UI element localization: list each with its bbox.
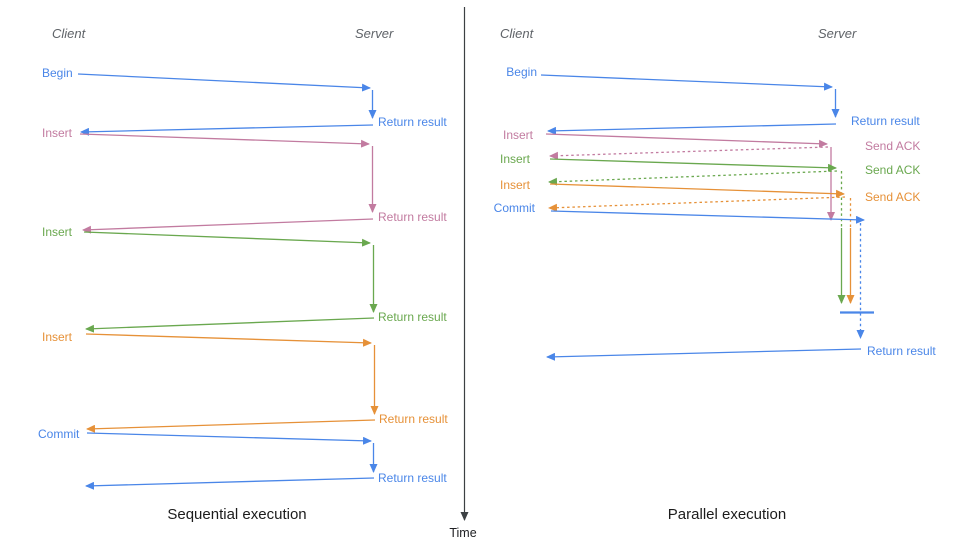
request-label-insert-3: Insert <box>42 330 73 344</box>
return-result-label: Return result <box>378 210 447 224</box>
time-axis-label: Time <box>449 526 476 540</box>
insert2-request-arrow <box>83 231 371 247</box>
return-result-label: Return result <box>867 344 936 358</box>
request-label-insert-2: Insert <box>42 225 73 239</box>
commit-request-arrow <box>86 432 372 445</box>
commit-return-arrow <box>546 348 862 361</box>
begin-request-arrow <box>540 74 833 91</box>
insert2-request-arrow <box>549 158 837 172</box>
begin-return-arrow <box>80 124 374 136</box>
request-label-insert-1: Insert <box>503 128 534 142</box>
time-axis: Time <box>449 7 477 540</box>
begin-request-arrow <box>77 73 371 92</box>
begin-return-arrow <box>547 123 837 135</box>
request-label-commit: Commit <box>494 201 536 215</box>
client-header: Client <box>52 26 87 41</box>
insert2-ack-arrow <box>548 170 838 186</box>
insert3-return-arrow <box>86 419 376 433</box>
insert2-return-arrow <box>85 317 375 333</box>
send-ack-label: Send ACK <box>865 190 920 204</box>
request-label-insert-3: Insert <box>500 178 531 192</box>
server-header: Server <box>818 26 857 41</box>
return-result-label: Return result <box>378 115 447 129</box>
request-label-begin: Begin <box>506 65 537 79</box>
send-ack-label: Send ACK <box>865 163 920 177</box>
return-result-label: Return result <box>378 471 447 485</box>
send-ack-label: Send ACK <box>865 139 920 153</box>
return-result-label: Return result <box>379 412 448 426</box>
insert3-ack-arrow <box>548 196 846 212</box>
insert1-return-arrow <box>82 218 374 234</box>
request-label-commit: Commit <box>38 427 80 441</box>
insert1-request-arrow <box>79 133 370 148</box>
return-result-label: Return result <box>378 310 447 324</box>
commit-request-arrow <box>550 210 865 224</box>
insert3-request-arrow <box>85 333 372 347</box>
return-result-label: Return result <box>851 114 920 128</box>
request-label-insert-2: Insert <box>500 152 531 166</box>
insert1-request-arrow <box>545 133 828 148</box>
panel-caption: Sequential execution <box>167 506 306 523</box>
panel-parallel: Client Server Begin Return result Insert… <box>494 26 937 523</box>
client-header: Client <box>500 26 535 41</box>
insert1-ack-arrow <box>549 146 829 160</box>
insert3-request-arrow <box>549 183 845 198</box>
panel-sequential: Client Server Begin Return result Insert… <box>38 26 448 523</box>
panel-caption: Parallel execution <box>668 506 786 523</box>
commit-return-arrow <box>85 477 375 490</box>
request-label-insert-1: Insert <box>42 126 73 140</box>
request-label-begin: Begin <box>42 66 73 80</box>
server-header: Server <box>355 26 394 41</box>
